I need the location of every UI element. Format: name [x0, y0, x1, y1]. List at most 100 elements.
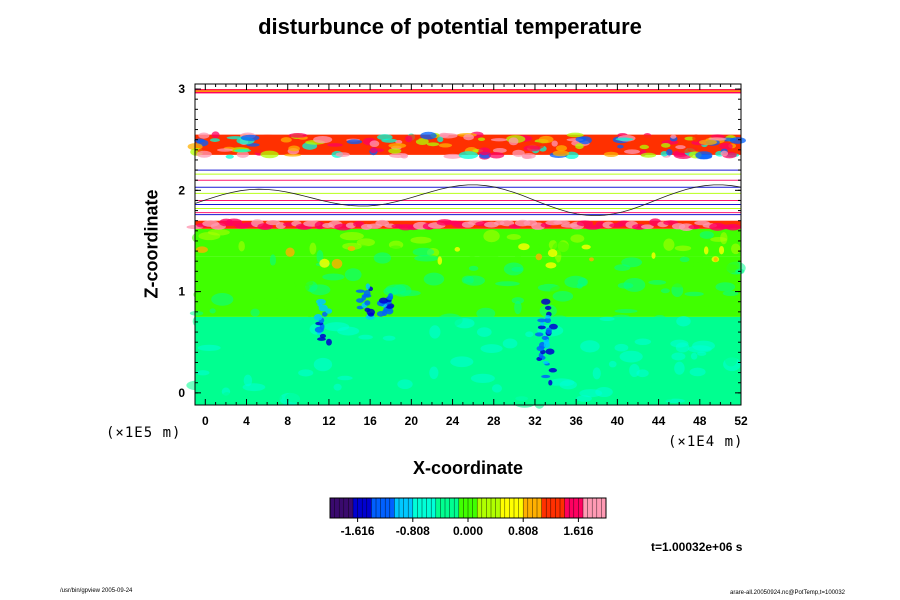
- upper-wave: [211, 131, 220, 139]
- field-speckle: [674, 245, 692, 252]
- plume-blob: [317, 337, 326, 341]
- x-tick-label: 36: [569, 414, 583, 428]
- field-speckle: [514, 251, 522, 259]
- field-speckle: [502, 338, 518, 349]
- colorbar-tick-label: 0.000: [453, 524, 483, 538]
- colorbar: -1.616 -0.808 0.000 0.808 1.616: [329, 497, 607, 538]
- field-speckle: [390, 245, 402, 250]
- upper-wave: [388, 143, 407, 149]
- field-speckle: [192, 316, 200, 327]
- upper-wave: [260, 150, 279, 159]
- field-speckle: [564, 275, 587, 289]
- field-speckle: [676, 316, 691, 327]
- field-speckle: [306, 306, 314, 318]
- field-speckle: [309, 242, 317, 255]
- field-speckle: [614, 264, 631, 271]
- colorbar-segment: [408, 498, 414, 518]
- colorbar-segment: [532, 498, 538, 518]
- field-speckle: [393, 321, 402, 326]
- plume-blob: [541, 335, 548, 340]
- plot-frame: [194, 83, 742, 406]
- field-speckle: [309, 350, 328, 359]
- upper-wave: [566, 132, 584, 138]
- inversion-edge: [678, 223, 694, 231]
- plume-blob: [542, 360, 549, 364]
- field-speckle: [652, 321, 673, 329]
- field-speckle: [403, 347, 414, 358]
- field-speckle: [250, 308, 260, 317]
- field-speckle: [385, 388, 392, 398]
- field-speckle: [617, 282, 634, 289]
- colorbar-segment: [569, 498, 575, 518]
- plume-blob: [543, 338, 550, 345]
- x-tick-label: 24: [446, 414, 460, 428]
- field-speckle: [309, 284, 331, 296]
- plume-blob: [383, 306, 388, 313]
- field-speckle: [552, 290, 574, 302]
- upper-wave: [624, 149, 640, 154]
- field-speckle: [688, 382, 713, 397]
- field-speckle: [429, 325, 441, 339]
- inversion-edge: [725, 223, 741, 231]
- plume-blob: [355, 289, 365, 293]
- colorbar-segment: [366, 498, 372, 518]
- field-speckle: [193, 290, 205, 299]
- colorbar-segment: [560, 498, 566, 518]
- upper-wave: [395, 139, 403, 145]
- colorbar-segment: [353, 498, 359, 518]
- field-speckle: [692, 340, 716, 351]
- upper-wave: [194, 138, 205, 143]
- upper-wave: [512, 149, 525, 157]
- field-speckle: [399, 290, 421, 297]
- field-speckle: [314, 377, 327, 390]
- y-axis-unit: (×1E5 m): [106, 425, 182, 441]
- field-speckle: [663, 238, 675, 251]
- field-speckle: [231, 374, 244, 386]
- field-speckle: [446, 330, 469, 339]
- field-speckle: [356, 238, 375, 247]
- field-speckle: [476, 327, 492, 337]
- inversion-edge: [641, 224, 654, 230]
- field-speckle: [668, 283, 693, 288]
- upper-wave: [478, 147, 491, 156]
- x-tick-label: 12: [322, 414, 336, 428]
- colorbar-segment: [486, 498, 492, 518]
- upper-wave: [719, 142, 733, 151]
- y-tick-label: 3: [178, 82, 185, 96]
- field-speckle: [511, 266, 524, 272]
- upper-wave: [327, 143, 343, 147]
- colorbar-tick-label: -0.808: [396, 524, 430, 538]
- upper-wave: [240, 134, 260, 141]
- upper-wave: [388, 148, 402, 154]
- colorbar-segment: [523, 498, 529, 518]
- upper-wave: [326, 146, 338, 151]
- upper-wave: [675, 145, 686, 150]
- colorbar-segment: [449, 498, 455, 518]
- colorbar-segment: [330, 498, 336, 518]
- upper-wave: [400, 153, 409, 159]
- field-speckle: [333, 383, 342, 391]
- field-speckle: [196, 296, 215, 306]
- x-tick-label: 0: [202, 414, 209, 428]
- field-speckle: [232, 349, 240, 363]
- field-speckle: [362, 391, 381, 399]
- upper-wave: [603, 151, 619, 158]
- colorbar-segment: [518, 498, 524, 518]
- heatmap-field: [186, 89, 746, 409]
- field-speckle: [252, 317, 259, 328]
- colorbar-segment: [573, 498, 579, 518]
- field-speckle: [551, 315, 567, 320]
- field-speckle: [483, 229, 500, 243]
- upper-wave: [335, 152, 350, 158]
- plume-blob: [387, 293, 394, 301]
- upper-wave: [575, 143, 584, 150]
- warm-spot: [331, 258, 343, 269]
- colorbar-segment: [587, 498, 593, 518]
- colorbar-segment: [435, 498, 441, 518]
- upper-wave: [552, 150, 570, 157]
- upper-wave: [225, 154, 234, 159]
- colorbar-segment: [445, 498, 451, 518]
- upper-wave: [477, 137, 486, 141]
- colorbar-segment: [578, 498, 584, 518]
- colorbar-segment: [550, 498, 556, 518]
